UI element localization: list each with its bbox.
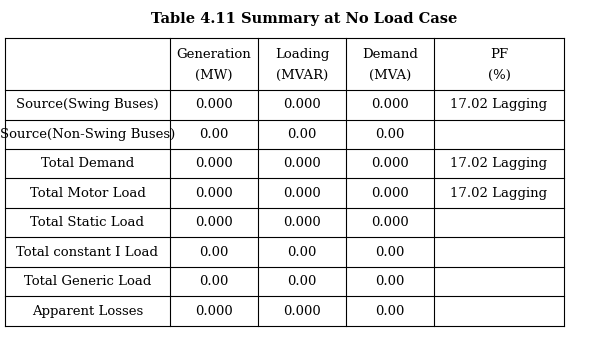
Text: 17.02 Lagging: 17.02 Lagging [451, 98, 547, 111]
Text: 0.000: 0.000 [195, 187, 233, 200]
Text: 0.00: 0.00 [375, 275, 405, 288]
Text: 0.00: 0.00 [199, 275, 229, 288]
Text: Generation: Generation [177, 48, 252, 61]
Text: 0.000: 0.000 [371, 216, 409, 229]
Text: 0.000: 0.000 [371, 98, 409, 111]
Text: Total Demand: Total Demand [41, 157, 134, 170]
Text: Total constant I Load: Total constant I Load [16, 246, 158, 259]
Text: Total Motor Load: Total Motor Load [30, 187, 146, 200]
Text: 0.000: 0.000 [283, 187, 321, 200]
Text: 0.000: 0.000 [195, 216, 233, 229]
Text: 0.000: 0.000 [195, 305, 233, 318]
Text: Apparent Losses: Apparent Losses [32, 305, 143, 318]
Text: 0.000: 0.000 [283, 305, 321, 318]
Text: 0.000: 0.000 [195, 98, 233, 111]
Text: 0.000: 0.000 [283, 98, 321, 111]
Text: (MVA): (MVA) [369, 69, 411, 82]
Text: 0.00: 0.00 [199, 128, 229, 141]
Text: 0.00: 0.00 [375, 246, 405, 259]
Text: 0.00: 0.00 [375, 305, 405, 318]
Text: 0.000: 0.000 [283, 216, 321, 229]
Text: 0.00: 0.00 [375, 128, 405, 141]
Text: 17.02 Lagging: 17.02 Lagging [451, 157, 547, 170]
Text: Table 4.11 Summary at No Load Case: Table 4.11 Summary at No Load Case [151, 12, 458, 26]
Text: Loading: Loading [275, 48, 329, 61]
Text: 0.00: 0.00 [287, 246, 317, 259]
Text: 0.00: 0.00 [199, 246, 229, 259]
Text: (%): (%) [488, 69, 510, 82]
Text: Source(Swing Buses): Source(Swing Buses) [16, 98, 159, 111]
Text: (MW): (MW) [195, 69, 233, 82]
Text: 17.02 Lagging: 17.02 Lagging [451, 187, 547, 200]
Text: (MVAR): (MVAR) [276, 69, 328, 82]
Text: PF: PF [490, 48, 508, 61]
Text: 0.000: 0.000 [195, 157, 233, 170]
Text: 0.000: 0.000 [371, 157, 409, 170]
Text: Demand: Demand [362, 48, 418, 61]
Text: Source(Non-Swing Buses): Source(Non-Swing Buses) [0, 128, 175, 141]
Text: 0.00: 0.00 [287, 275, 317, 288]
Text: 0.000: 0.000 [371, 187, 409, 200]
Text: Total Generic Load: Total Generic Load [24, 275, 151, 288]
Text: 0.000: 0.000 [283, 157, 321, 170]
Text: Total Static Load: Total Static Load [30, 216, 144, 229]
Text: 0.00: 0.00 [287, 128, 317, 141]
